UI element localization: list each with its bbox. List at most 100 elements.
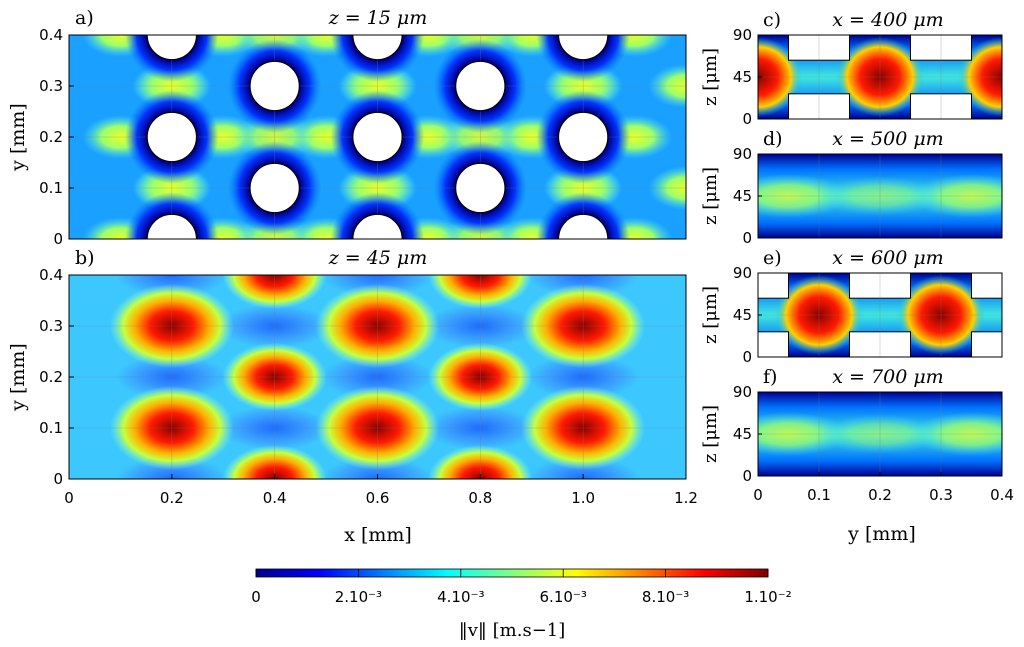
panel-a-obstacle <box>557 35 609 61</box>
panel-f-xtick-label: 0.2 <box>868 486 892 504</box>
panel-d-ytick-label: 90 <box>733 145 752 163</box>
panel-a-obstacle <box>146 213 198 239</box>
panel-a-ytick-label: 0.2 <box>39 128 63 146</box>
panel-e-plot <box>758 273 1002 357</box>
panel-b-slow-region <box>424 304 537 348</box>
panel-b-xlabel: x [mm] <box>344 524 412 546</box>
panel-e-letter: e) <box>763 247 782 269</box>
panel-e-ylabel: z [μm] <box>700 286 721 344</box>
colorbar: 0 2.10⁻³ 4.10⁻³ 6.10⁻³ 8.10⁻³ 1.10⁻² ‖v‖ [m.s… <box>251 568 792 641</box>
panel-d-letter: d) <box>763 128 783 150</box>
panel-b-hotspot <box>428 343 533 411</box>
panel-d-fast-region <box>911 174 1002 218</box>
panel-f-fast-region <box>911 412 1002 456</box>
panel-d: 0 45 90 d) x = 500 μm z [μm] <box>700 128 1003 247</box>
panel-b-ytick-label: 0.3 <box>39 317 63 335</box>
panel-a-ytick-label: 0 <box>53 230 63 248</box>
panel-f-letter: f) <box>763 366 777 388</box>
panel-f-ytick-label: 90 <box>733 383 752 401</box>
panel-e-hotspot <box>897 275 985 355</box>
panel-a-ytick-label: 0.1 <box>39 179 63 197</box>
panel-a-obstacle <box>455 162 506 214</box>
panel-c-letter: c) <box>763 9 781 31</box>
panel-c-obstacle <box>910 35 972 61</box>
panel-b-hotspot <box>315 284 440 368</box>
panel-e-ytick-label: 0 <box>742 348 752 366</box>
panel-f-xtick-label: 0.1 <box>807 486 831 504</box>
colorbar-tick-label: 4.10⁻³ <box>437 588 484 606</box>
panel-f-ytick-label: 45 <box>733 425 752 443</box>
panel-b-hotspot <box>222 343 327 411</box>
panel-a-obstacle <box>557 213 609 239</box>
panel-b-hotspot <box>109 284 234 368</box>
panel-a-title: z = 15 μm <box>328 7 428 29</box>
panel-a-fast-region <box>648 64 686 108</box>
panel-c-title: x = 400 μm <box>832 9 943 31</box>
colorbar-tick-label: 8.10⁻³ <box>642 588 689 606</box>
panel-b-xtick-label: 1.2 <box>674 489 698 507</box>
panel-b-xtick-label: 0.6 <box>366 489 390 507</box>
panel-a-obstacle <box>249 60 300 112</box>
panel-c-plot <box>758 35 1002 119</box>
panel-e-title: x = 600 μm <box>832 247 943 269</box>
panel-b-ytick-label: 0.1 <box>39 419 63 437</box>
panel-b-hotspot <box>222 275 327 309</box>
panel-d-ylabel: z [μm] <box>700 167 721 225</box>
panel-a-letter: a) <box>75 7 94 29</box>
panel-c-ytick-label: 0 <box>742 110 752 128</box>
panel-d-plot <box>758 154 1002 238</box>
panel-c-ylabel: z [μm] <box>700 48 721 106</box>
panel-e-obstacle <box>971 331 1002 357</box>
panel-b-hotspot <box>521 386 646 470</box>
panel-a-ylabel: y [mm] <box>7 103 29 172</box>
panel-a-obstacle <box>352 213 403 239</box>
panel-b-slow-region <box>424 406 537 450</box>
panel-f-ylabel: z [μm] <box>700 405 721 463</box>
panel-d-ytick-label: 0 <box>742 229 752 247</box>
panel-b-slow-region <box>218 304 331 348</box>
panel-b-xtick-label: 0.2 <box>160 489 184 507</box>
panel-f-xtick-label: 0.4 <box>990 486 1014 504</box>
panel-f-fast-region <box>820 414 940 454</box>
panel-f-fast-region <box>758 412 849 456</box>
panel-b-xtick-label: 0.4 <box>263 489 287 507</box>
panel-a-obstacle <box>557 111 609 163</box>
panel-c-obstacle <box>910 93 972 119</box>
colorbar-label: ‖v‖ [m.s−1] <box>459 620 566 641</box>
panel-f-title: x = 700 μm <box>832 366 943 388</box>
panel-d-fast-region <box>758 174 849 218</box>
panel-d-title: x = 500 μm <box>832 128 943 150</box>
panel-b-title: z = 45 μm <box>328 247 428 269</box>
panel-e: 0 45 90 e) x = 600 μm z [μm] <box>700 247 1003 366</box>
panel-c-obstacle <box>788 35 850 61</box>
panel-a-fast-region <box>648 166 686 210</box>
panel-b-ytick-label: 0.2 <box>39 368 63 386</box>
panel-e-obstacle <box>971 273 1002 299</box>
panel-c-hotspot <box>836 37 924 117</box>
panel-b-letter: b) <box>75 247 95 269</box>
panel-d-fast-region <box>820 176 940 216</box>
panel-b-slow-region <box>218 406 331 450</box>
panel-a-obstacle <box>146 35 198 61</box>
panel-a-ytick-label: 0.3 <box>39 77 63 95</box>
panel-a-obstacle <box>146 111 198 163</box>
panel-b-xtick-label: 0 <box>64 489 74 507</box>
panel-a-ytick-label: 0.4 <box>39 26 63 44</box>
panel-c-ytick-label: 90 <box>733 26 752 44</box>
panel-b-hotspot <box>109 386 234 470</box>
panel-e-obstacle <box>758 273 789 299</box>
panel-a-obstacle <box>352 35 403 61</box>
colorbar-tick-label: 0 <box>251 588 261 606</box>
panel-e-ytick-label: 90 <box>733 264 752 282</box>
panel-d-ytick-label: 45 <box>733 187 752 205</box>
panel-b-xtick-label: 0.8 <box>468 489 492 507</box>
panel-b-slow-region <box>321 355 434 399</box>
panel-b-slow-region <box>115 355 228 399</box>
panel-a: 0 0.1 0.2 0.3 0.4 a) z = 15 μm y [mm] <box>7 7 687 248</box>
panel-e-obstacle <box>849 273 911 299</box>
panel-b: 0 0.1 0.2 0.3 0.4 0 0.2 0.4 0.6 0.8 1.0 1.2 b) z =… <box>7 247 698 546</box>
panel-e-obstacle <box>849 331 911 357</box>
panel-b-ytick-label: 0 <box>53 470 63 488</box>
panel-b-ytick-label: 0.4 <box>39 266 63 284</box>
